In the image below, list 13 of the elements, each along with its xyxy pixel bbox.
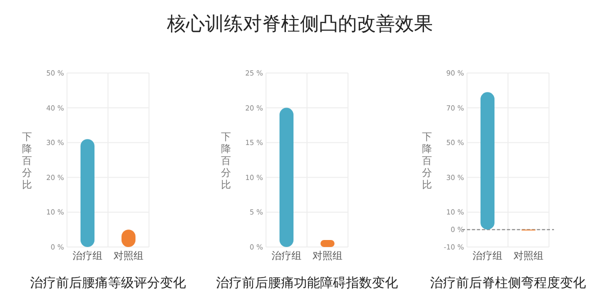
x-tick-label: 治疗组	[72, 250, 102, 262]
x-tick-label: 治疗组	[472, 250, 502, 262]
y-axis-title: 下降百分比	[221, 132, 231, 191]
y-axis-title: 下降百分比	[22, 132, 32, 191]
x-axis-title: 治疗前后脊柱侧弯程度变化	[430, 275, 586, 291]
x-axis-title: 治疗前后腰痛等级评分变化	[30, 276, 186, 291]
x-axis-title: 治疗前后腰痛功能障碍指数变化	[216, 276, 398, 291]
x-tick-label: 对照组	[114, 250, 144, 262]
x-tick-label: 治疗组	[272, 250, 302, 262]
chart-title: 核心训练对脊柱侧凸的改善效果	[166, 13, 433, 35]
y-axis-title: 下降百分比	[422, 132, 432, 191]
x-tick-label: 对照组	[312, 250, 342, 262]
x-tick-label: 对照组	[514, 250, 544, 262]
